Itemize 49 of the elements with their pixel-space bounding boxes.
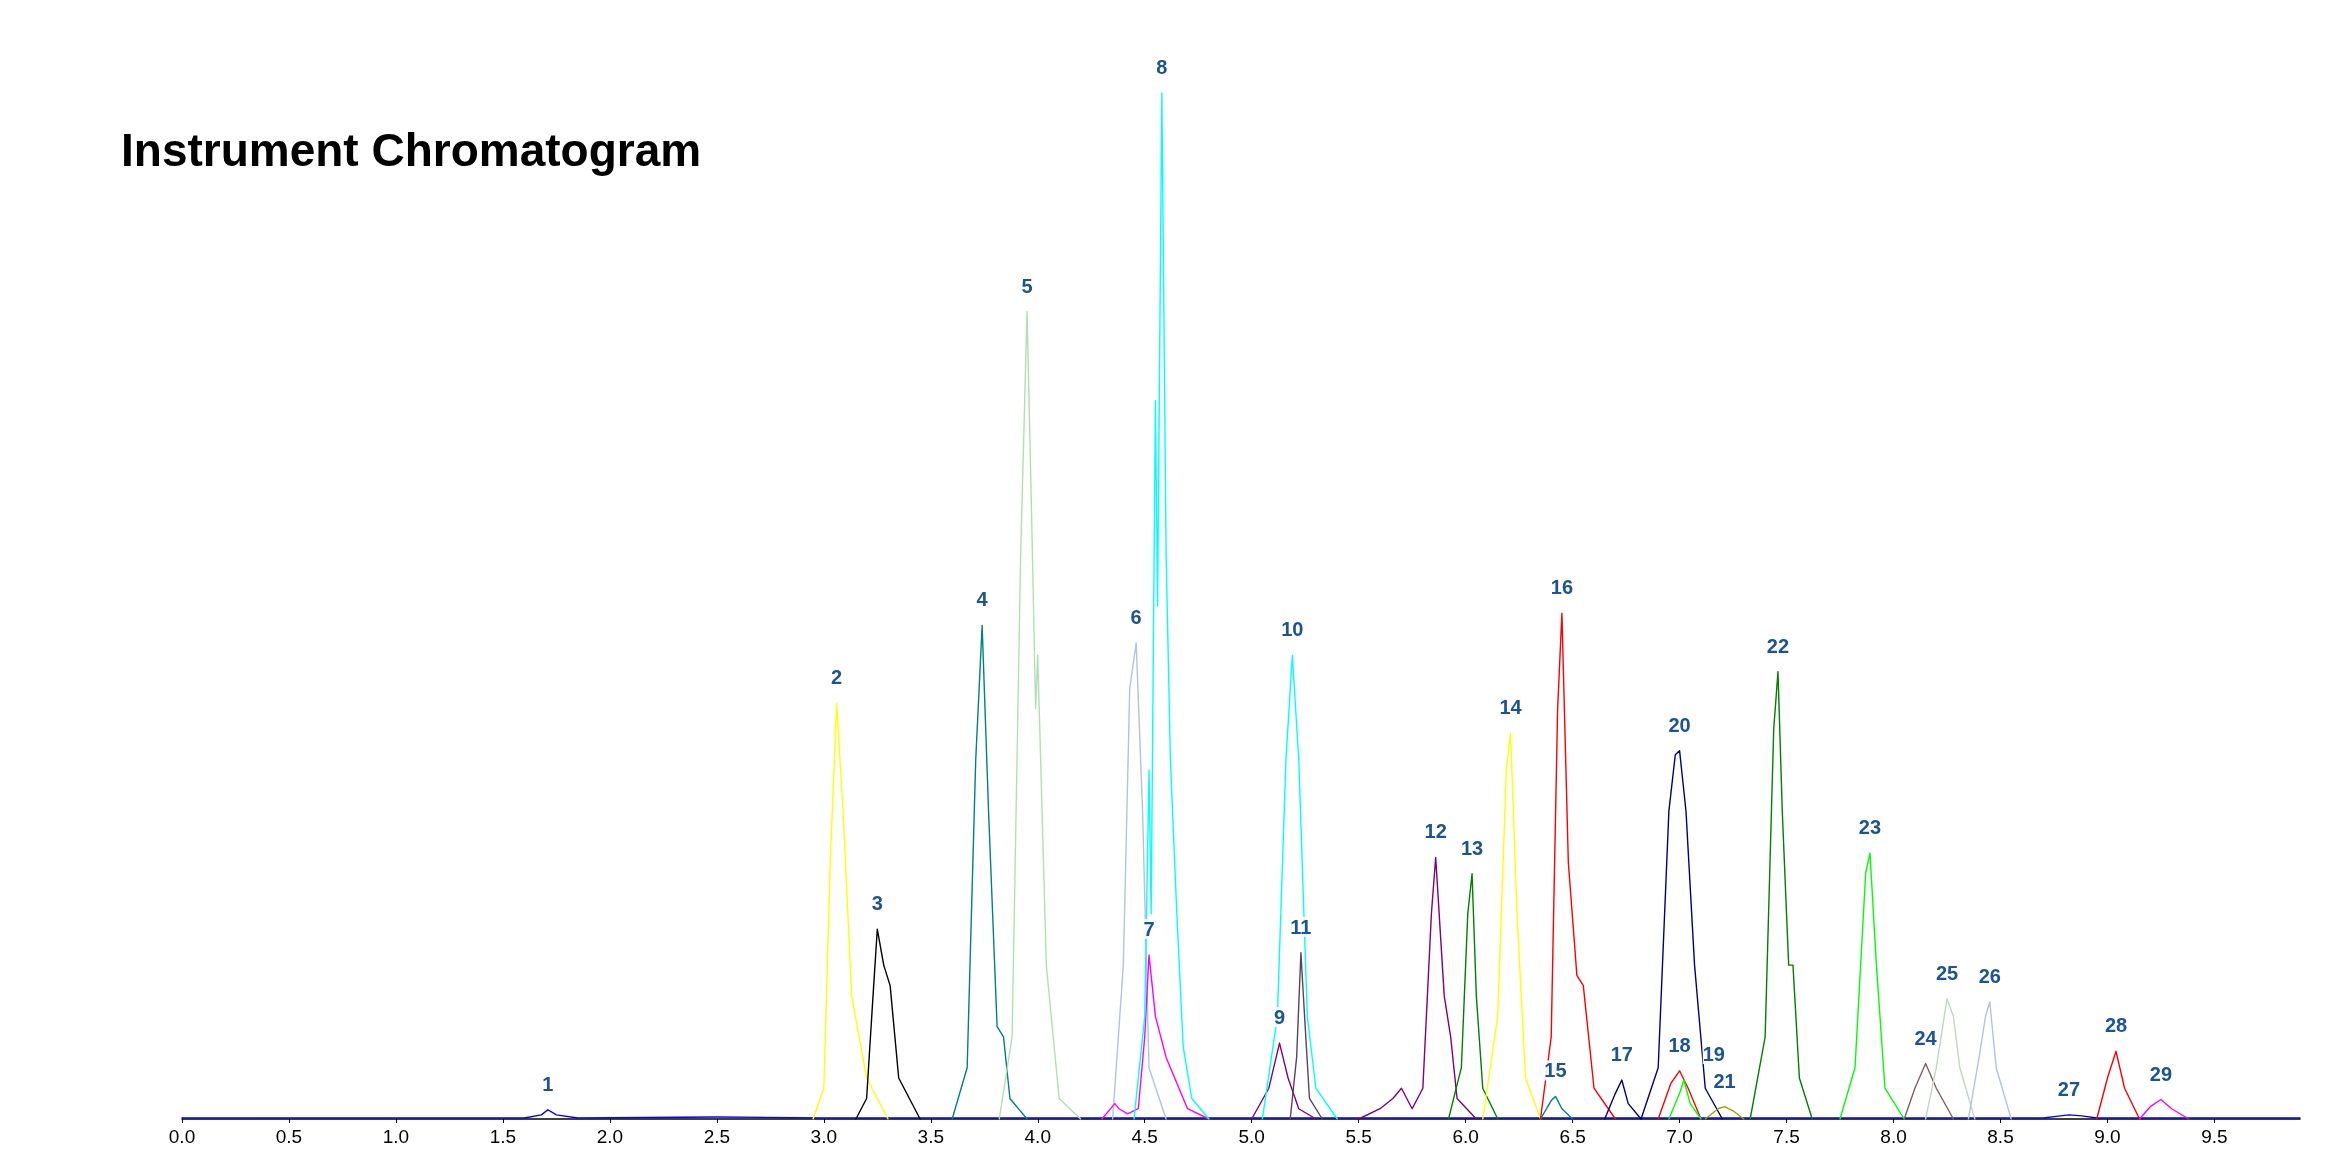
x-tick-label: 1.5	[489, 1126, 517, 1147]
annotation: 12	[1424, 820, 1447, 843]
x-tick-label: 2.5	[703, 1126, 731, 1147]
x-tick-label: 9.0	[2094, 1126, 2121, 1147]
x-tick-label: 7.0	[1666, 1126, 1693, 1147]
x-tick-label: 5.0	[1238, 1126, 1265, 1147]
x-tick-label: 8.0	[1880, 1126, 1907, 1147]
annotation: 10	[1281, 618, 1304, 641]
annotation: 2	[831, 666, 843, 689]
annotation: 3	[871, 892, 883, 915]
x-tick-label: 4.0	[1024, 1126, 1051, 1147]
text: Instrument Chromatogram	[121, 124, 702, 176]
annotation: 14	[1499, 696, 1523, 719]
annotation: 26	[1978, 965, 2001, 988]
x-tick-label: 3.0	[810, 1126, 838, 1147]
annotation: 21	[1713, 1069, 1736, 1092]
annotation: 4	[976, 588, 989, 611]
x-tick-label: 5.5	[1345, 1126, 1372, 1147]
x-tick-label: 7.5	[1773, 1126, 1800, 1147]
annotation: 1	[542, 1072, 554, 1095]
x-tick-label: 9.5	[2201, 1126, 2228, 1147]
annotation: 17	[1610, 1043, 1633, 1066]
x-tick-label: 1.0	[382, 1126, 410, 1147]
annotation: 16	[1550, 576, 1574, 599]
annotation: 18	[1668, 1033, 1691, 1056]
x-tick-label: 2.0	[596, 1126, 624, 1147]
annotation: 8	[1156, 56, 1168, 78]
x-tick-label: 6.0	[1452, 1126, 1479, 1147]
annotation: 28	[2104, 1014, 2128, 1037]
annotation: 15	[1544, 1059, 1567, 1082]
annotation: 6	[1130, 605, 1142, 628]
annotation: 5	[1021, 274, 1033, 297]
x-tick-label: 4.5	[1131, 1126, 1158, 1147]
annotation: 7	[1143, 917, 1155, 940]
annotation: 27	[2057, 1077, 2081, 1100]
annotation: 23	[1858, 816, 1882, 839]
x-tick-label: 8.5	[1987, 1126, 2014, 1147]
x-tick-label: 3.5	[917, 1126, 944, 1147]
annotation: 24	[1914, 1026, 1938, 1049]
annotation: 11	[1290, 915, 1312, 938]
x-tick-label: 0.5	[275, 1126, 303, 1147]
x-tick-label: 0.0	[168, 1126, 196, 1147]
annotation: 20	[1668, 713, 1691, 736]
annotation: 25	[1935, 961, 1959, 984]
x-tick-label: 6.5	[1559, 1126, 1586, 1147]
annotation: 19	[1702, 1043, 1725, 1066]
annotation: 22	[1766, 634, 1790, 657]
annotation: 29	[2149, 1062, 2173, 1085]
annotation: 13	[1460, 836, 1484, 859]
